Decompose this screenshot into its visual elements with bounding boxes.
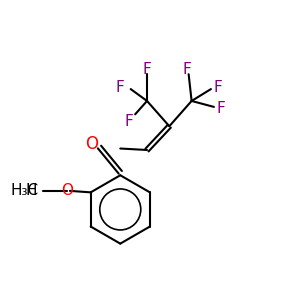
Text: F: F (214, 80, 223, 95)
Text: O: O (85, 135, 98, 153)
Text: F: F (116, 80, 125, 95)
Text: H: H (26, 183, 37, 198)
Text: O: O (61, 183, 73, 198)
Text: F: F (217, 101, 226, 116)
Text: H₃C: H₃C (11, 183, 39, 198)
Text: F: F (143, 62, 152, 77)
Text: F: F (183, 62, 191, 77)
Text: F: F (125, 114, 134, 129)
